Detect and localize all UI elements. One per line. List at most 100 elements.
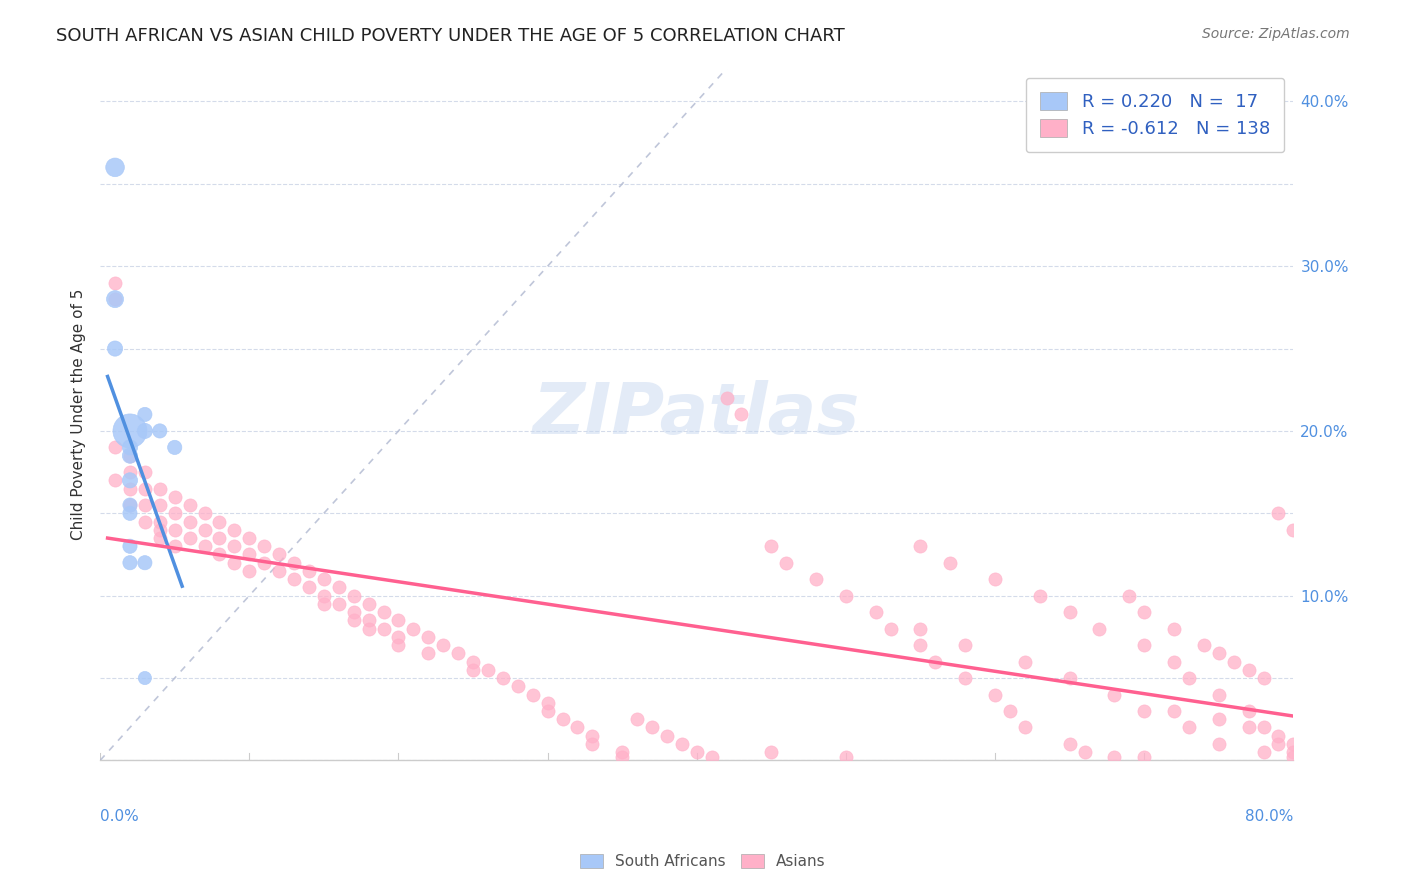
- Point: [328, 597, 350, 611]
- Point: [238, 531, 260, 545]
- Point: [700, 750, 723, 764]
- Point: [1282, 523, 1305, 537]
- Point: [104, 342, 127, 356]
- Point: [910, 539, 932, 553]
- Point: [1163, 704, 1185, 718]
- Point: [118, 498, 141, 512]
- Point: [671, 737, 693, 751]
- Point: [835, 589, 858, 603]
- Text: SOUTH AFRICAN VS ASIAN CHILD POVERTY UNDER THE AGE OF 5 CORRELATION CHART: SOUTH AFRICAN VS ASIAN CHILD POVERTY UND…: [56, 27, 845, 45]
- Point: [1237, 704, 1260, 718]
- Point: [461, 655, 484, 669]
- Point: [269, 564, 291, 578]
- Point: [1253, 721, 1275, 735]
- Point: [865, 605, 887, 619]
- Point: [118, 539, 141, 553]
- Point: [1073, 745, 1095, 759]
- Point: [134, 465, 156, 479]
- Point: [357, 597, 380, 611]
- Point: [910, 638, 932, 652]
- Point: [163, 539, 186, 553]
- Point: [447, 646, 470, 660]
- Point: [1282, 745, 1305, 759]
- Point: [179, 531, 201, 545]
- Point: [253, 539, 276, 553]
- Point: [163, 523, 186, 537]
- Point: [1267, 737, 1289, 751]
- Point: [1237, 663, 1260, 677]
- Point: [1208, 646, 1230, 660]
- Point: [1282, 737, 1305, 751]
- Point: [432, 638, 454, 652]
- Point: [163, 441, 186, 455]
- Point: [253, 556, 276, 570]
- Point: [104, 441, 127, 455]
- Point: [134, 408, 156, 422]
- Point: [506, 679, 529, 693]
- Point: [1208, 712, 1230, 726]
- Point: [104, 292, 127, 306]
- Point: [118, 474, 141, 488]
- Point: [149, 515, 172, 529]
- Point: [1133, 638, 1156, 652]
- Point: [104, 474, 127, 488]
- Point: [343, 613, 366, 627]
- Point: [1222, 655, 1244, 669]
- Point: [224, 523, 246, 537]
- Point: [104, 292, 127, 306]
- Point: [567, 721, 589, 735]
- Point: [104, 161, 127, 175]
- Point: [1178, 671, 1201, 685]
- Point: [1267, 506, 1289, 520]
- Point: [1163, 622, 1185, 636]
- Point: [1133, 605, 1156, 619]
- Point: [193, 506, 215, 520]
- Point: [1208, 737, 1230, 751]
- Point: [418, 646, 440, 660]
- Point: [149, 482, 172, 496]
- Point: [1178, 721, 1201, 735]
- Point: [804, 572, 827, 586]
- Point: [193, 523, 215, 537]
- Point: [208, 515, 231, 529]
- Legend: R = 0.220   N =  17, R = -0.612   N = 138: R = 0.220 N = 17, R = -0.612 N = 138: [1026, 78, 1284, 153]
- Point: [104, 276, 127, 290]
- Point: [1192, 638, 1215, 652]
- Point: [208, 531, 231, 545]
- Point: [373, 605, 395, 619]
- Point: [522, 688, 544, 702]
- Point: [134, 671, 156, 685]
- Point: [298, 564, 321, 578]
- Point: [1059, 737, 1081, 751]
- Point: [626, 712, 648, 726]
- Point: [387, 613, 409, 627]
- Point: [461, 663, 484, 677]
- Point: [149, 531, 172, 545]
- Point: [1163, 655, 1185, 669]
- Point: [357, 613, 380, 627]
- Point: [118, 441, 141, 455]
- Point: [118, 424, 141, 438]
- Point: [118, 449, 141, 463]
- Point: [761, 539, 783, 553]
- Point: [939, 556, 962, 570]
- Point: [835, 750, 858, 764]
- Point: [1237, 721, 1260, 735]
- Point: [1133, 750, 1156, 764]
- Point: [343, 589, 366, 603]
- Point: [641, 721, 664, 735]
- Point: [551, 712, 574, 726]
- Point: [1059, 605, 1081, 619]
- Point: [1253, 745, 1275, 759]
- Point: [984, 688, 1007, 702]
- Point: [193, 539, 215, 553]
- Point: [477, 663, 499, 677]
- Point: [536, 704, 558, 718]
- Point: [1014, 655, 1036, 669]
- Point: [149, 523, 172, 537]
- Point: [492, 671, 515, 685]
- Point: [775, 556, 797, 570]
- Point: [118, 482, 141, 496]
- Point: [312, 572, 335, 586]
- Point: [283, 572, 305, 586]
